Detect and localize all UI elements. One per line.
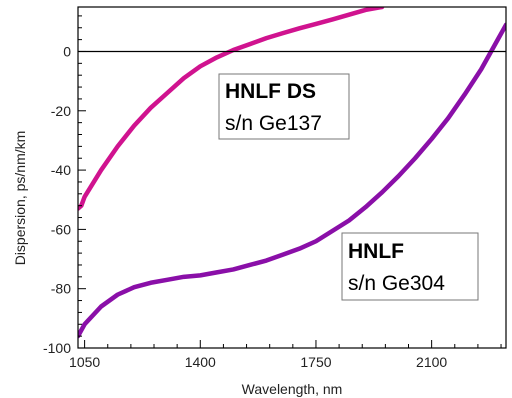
ticks-layer — [78, 15, 502, 349]
series-label-box-hnlf: HNLF s/n Ge304 — [341, 232, 479, 301]
x-tick-label: 1050 — [69, 354, 100, 370]
series-layer — [78, 7, 506, 339]
series-label-hnlf-ds: HNLF DS — [225, 80, 316, 103]
series-line-2 — [78, 22, 506, 339]
y-tick-label: -40 — [51, 162, 71, 178]
y-axis-title: Dispersion, ps/nm/km — [12, 131, 28, 266]
y-tick-label: -80 — [51, 281, 71, 297]
y-tick-label: -100 — [43, 340, 71, 356]
x-tick-label: 1400 — [185, 354, 216, 370]
x-axis-title: Wavelength, nm — [242, 381, 343, 397]
y-tick-label: 0 — [63, 43, 71, 59]
y-tick-label: -60 — [51, 221, 71, 237]
series-label-box-hnlf-ds: HNLF DS s/n Ge137 — [218, 73, 350, 140]
series-line-1 — [78, 7, 385, 211]
plot-frame — [77, 6, 507, 349]
x-tick-label: 1750 — [300, 354, 331, 370]
series-label-ge304: s/n Ge304 — [348, 272, 445, 295]
series-label-hnlf: HNLF — [348, 240, 404, 263]
series-label-ge137: s/n Ge137 — [225, 112, 322, 135]
x-tick-label: 2100 — [416, 354, 447, 370]
labels-layer: 1050 1400 1750 2100 0 -20 -40 -60 -80 -100 — [43, 43, 447, 370]
y-tick-label: -20 — [51, 103, 71, 119]
